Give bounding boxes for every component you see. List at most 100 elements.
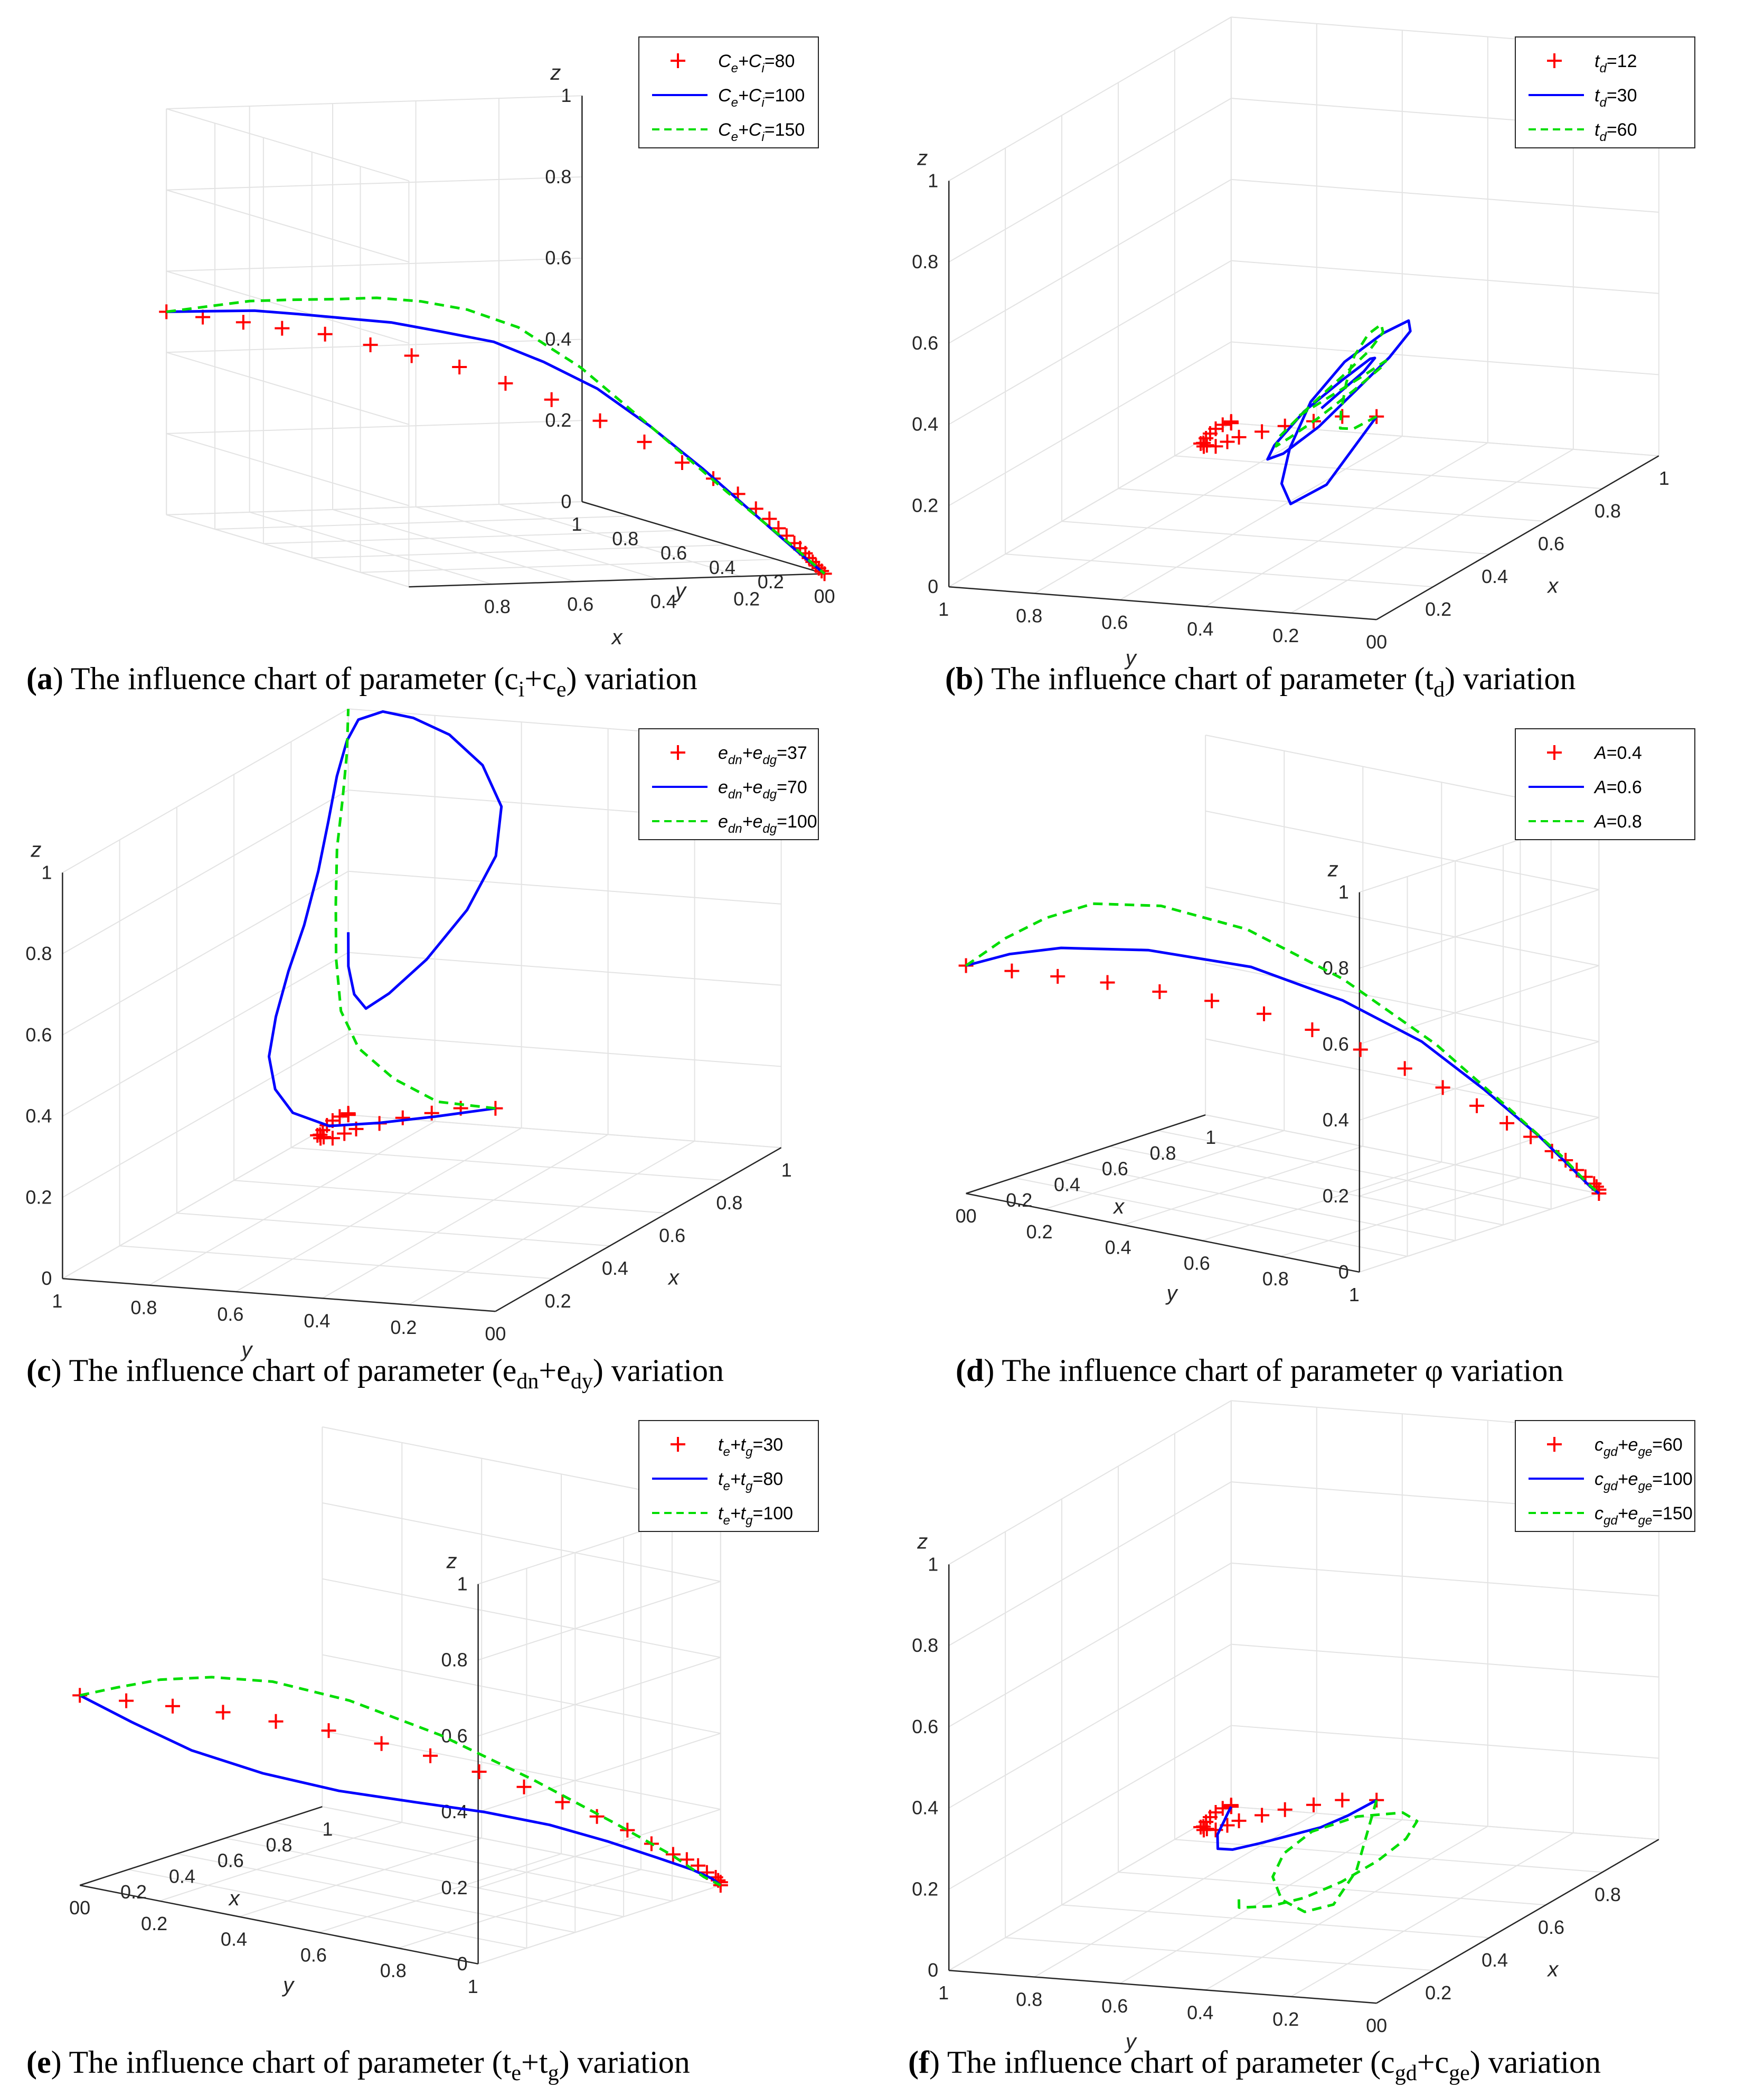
legend-label: Ce+Ci=150 (718, 120, 805, 144)
grid-line (948, 98, 1232, 263)
legend-label: cgd+ege=150 (1595, 1503, 1693, 1528)
y-axis-label: y (240, 1338, 253, 1361)
y-axis-line (62, 1277, 496, 1312)
grid-line (62, 1033, 349, 1198)
caption-5: (e) The influence chart of parameter (te… (26, 2045, 690, 2085)
grid-line (1205, 442, 1488, 607)
legend-label: td=30 (1595, 86, 1637, 110)
tick-labels: 00.20.40.60.8100.20.40.60.8100.20.40.60.… (25, 861, 791, 1345)
x-tick-label: 0.8 (1149, 1142, 1176, 1164)
series-line (1237, 1800, 1419, 1913)
y-tick-label: 0.4 (1105, 1237, 1131, 1258)
axis-labels: x y z (1112, 858, 1338, 1305)
grid-line (215, 515, 631, 530)
series-1 (72, 1688, 728, 1893)
grid-line (1231, 422, 1659, 457)
legend: edn+edg=37 edn+edg=70 edn+edg=100 (638, 728, 819, 840)
y-axis-line (966, 1192, 1360, 1273)
legend-label: edn+edg=70 (718, 777, 807, 802)
grid-line (408, 1140, 695, 1305)
y-axis-line (949, 1969, 1377, 2004)
data-point-plus (1306, 1797, 1321, 1812)
x-tick-label: 0.2 (545, 1290, 571, 1312)
x-axis-line (966, 1114, 1206, 1195)
data-point-plus (1231, 1813, 1247, 1828)
z-tick-label: 1 (928, 170, 938, 191)
y-tick-label: 0.6 (300, 1944, 327, 1966)
legend-marker (1547, 745, 1562, 760)
y-tick-label: 0.6 (661, 542, 687, 564)
legend: cgd+ege=60 cgd+ege=100 cgd+ege=150 (1515, 1420, 1695, 1532)
y-tick-label: 1 (938, 1982, 949, 2004)
y-tick-label: 0.8 (380, 1960, 407, 1981)
x-axis-label: x (1546, 575, 1559, 598)
tick-labels: 00.20.40.60.8100.20.40.60.8100.20.40.60.… (956, 881, 1360, 1305)
x-tick-label: 0.8 (716, 1192, 742, 1214)
data-point-plus (363, 337, 378, 353)
data-point-plus (215, 1705, 231, 1720)
grid-line (62, 871, 349, 1036)
x-tick-label: 0.8 (1595, 1884, 1621, 1905)
x-axis-label: x (611, 626, 624, 649)
series-line (334, 709, 496, 1110)
data-point-plus (637, 434, 652, 449)
series-2 (1216, 1799, 1378, 1851)
y-tick-label: 0.4 (221, 1929, 247, 1950)
x-tick-label: 0.2 (733, 588, 760, 609)
data-point-plus (1254, 424, 1270, 439)
z-tick-label: 1 (41, 861, 52, 883)
legend-label: td=12 (1595, 51, 1637, 76)
z-axis-label: z (550, 61, 561, 84)
z-tick-label: 0.2 (545, 409, 571, 431)
grid-line (1231, 1725, 1659, 1759)
series-line (268, 710, 503, 1127)
grid-line (62, 789, 349, 955)
data-point-plus (498, 375, 513, 391)
y-tick-label: 0 (485, 1323, 495, 1345)
y-tick-label: 0.2 (758, 571, 784, 593)
data-point-plus (341, 1107, 356, 1123)
chart-panel-a: 00.20.40.60.8 00.20.40.60.8100.20.40.60.8… (159, 36, 835, 649)
y-tick-label: 0 (814, 585, 825, 607)
x-tick-label: 0.8 (484, 596, 511, 617)
data-point-plus (1397, 1061, 1412, 1076)
axis-labels: x y z (917, 146, 1559, 670)
grid-line (1123, 1145, 1363, 1226)
legend-marker (1547, 1437, 1562, 1452)
x-tick-label: 0 (80, 1897, 90, 1919)
series-1 (159, 304, 832, 581)
grid-line (235, 1127, 522, 1292)
series-line (965, 946, 1600, 1195)
data-point-plus (471, 1764, 487, 1779)
z-tick-label: 0 (928, 576, 938, 597)
z-tick-label: 1 (457, 1573, 468, 1595)
series-3 (334, 709, 496, 1110)
caption-6: (f) The influence chart of parameter (cg… (908, 2045, 1601, 2085)
data-point-plus (1204, 993, 1220, 1009)
data-point-plus (1050, 969, 1065, 984)
x-axis-line (1376, 455, 1659, 621)
x-axis-label: x (228, 1887, 241, 1910)
chart-panel-f: 00.20.40.60.800.20.40.60.8100.20.40.60.8… (912, 1400, 1695, 2053)
legend-marker (671, 1437, 685, 1452)
axes (409, 96, 825, 588)
legend-label: A=0.6 (1593, 777, 1642, 797)
grid-line (322, 1134, 609, 1299)
x-tick-label: 0 (1376, 2015, 1387, 2036)
y-tick-label: 0.6 (217, 1303, 243, 1325)
grid-line (348, 1114, 781, 1149)
x-axis-line (1376, 1839, 1659, 2004)
grid-line (159, 1822, 402, 1902)
legend: te+tg=30 te+tg=80 te+tg=100 (638, 1420, 819, 1532)
caption-1: (a) The influence chart of parameter (ci… (26, 661, 697, 702)
z-tick-label: 0.4 (912, 413, 938, 435)
series-line (166, 309, 826, 575)
chart-panel-d: 00.20.40.60.8100.20.40.60.8100.20.40.60.… (956, 728, 1695, 1305)
legend-label: edn+edg=100 (718, 812, 817, 836)
data-point-plus (1305, 1022, 1320, 1037)
z-tick-label: 1 (1338, 881, 1349, 903)
legend: td=12 td=30 td=60 (1515, 36, 1695, 148)
z-tick-label: 0 (41, 1267, 52, 1289)
